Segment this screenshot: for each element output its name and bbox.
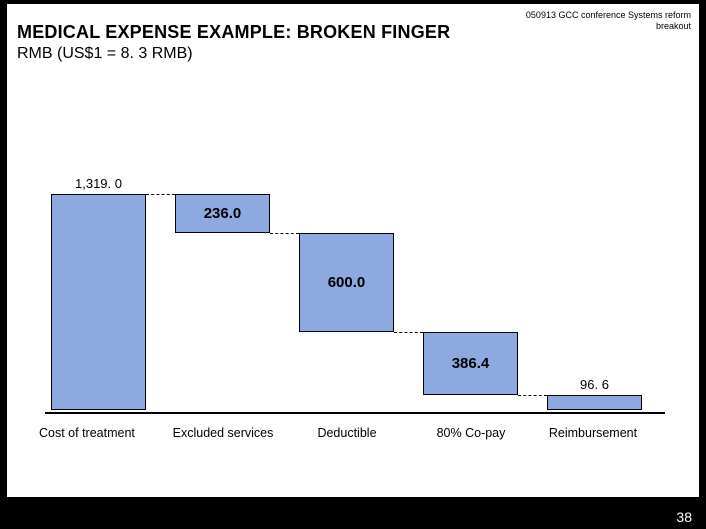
waterfall-chart: 1,319. 0236.0600.0386.496. 6	[45, 194, 665, 414]
bar-cost	[51, 194, 146, 410]
connector-cost-excluded	[146, 194, 175, 195]
title-line2: RMB (US$1 = 8. 3 RMB)	[17, 45, 450, 63]
connector-deductible-copay	[394, 332, 423, 333]
category-label-excluded: Excluded services	[163, 426, 283, 440]
header-line2: breakout	[526, 21, 691, 32]
value-label-copay: 386.4	[446, 355, 496, 372]
top-label-reimbursement: 96. 6	[547, 377, 642, 392]
page-number: 38	[676, 509, 692, 525]
title-line1: MEDICAL EXPENSE EXAMPLE: BROKEN FINGER	[17, 22, 450, 43]
category-label-reimbursement: Reimbursement	[523, 426, 663, 440]
category-label-copay: 80% Co-pay	[411, 426, 531, 440]
header-line1: 050913 GCC conference Systems reform	[526, 10, 691, 21]
title-block: MEDICAL EXPENSE EXAMPLE: BROKEN FINGER R…	[17, 22, 450, 63]
value-label-deductible: 600.0	[322, 274, 372, 291]
slide: 050913 GCC conference Systems reform bre…	[6, 3, 700, 498]
connector-copay-reimbursement	[518, 395, 547, 396]
top-label-cost: 1,319. 0	[51, 176, 146, 191]
category-label-deductible: Deductible	[287, 426, 407, 440]
x-axis	[45, 412, 665, 414]
bar-reimbursement	[547, 395, 642, 410]
connector-excluded-deductible	[270, 233, 299, 234]
value-label-excluded: 236.0	[198, 205, 248, 222]
header-context: 050913 GCC conference Systems reform bre…	[526, 10, 691, 32]
